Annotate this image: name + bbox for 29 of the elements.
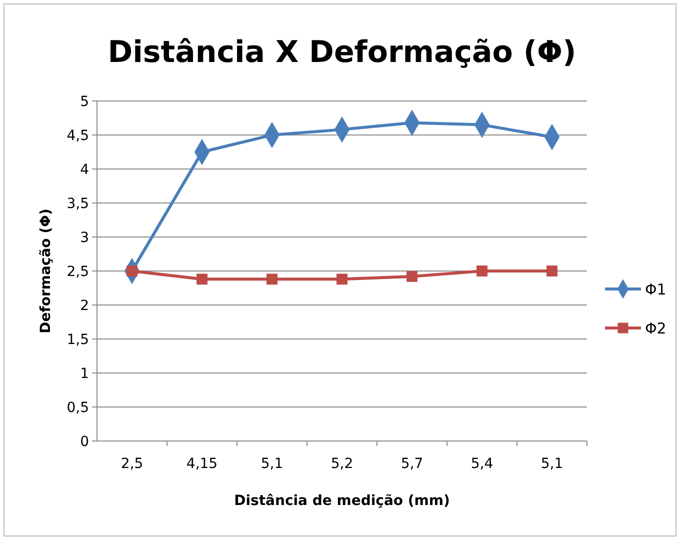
point <box>336 274 348 285</box>
y-tick-label: 3 <box>80 230 89 246</box>
point <box>196 274 208 285</box>
y-tick-label: 1,5 <box>66 332 89 348</box>
y-tick-label: 4 <box>80 162 90 178</box>
point <box>406 270 418 282</box>
y-tick-label: 1 <box>80 366 89 382</box>
x-tick-label: 2,5 <box>120 456 144 472</box>
legend-label: Φ1 <box>645 280 666 298</box>
y-tick-label: 0,5 <box>66 400 89 416</box>
legend-label: Φ2 <box>645 319 666 338</box>
x-axis-title: Distância de medição (mm) <box>234 493 450 509</box>
y-tick-label: 5 <box>80 94 89 110</box>
y-tick-label: 4,5 <box>66 128 89 144</box>
point <box>476 266 488 276</box>
x-tick-label: 5,4 <box>470 456 494 472</box>
y-tick-label: 2,5 <box>66 264 89 280</box>
x-tick-label: 5,7 <box>400 456 424 472</box>
y-axis-title: Deformação (Φ) <box>38 208 54 334</box>
chart-title: Distância X Deformação (Φ) <box>108 35 576 70</box>
x-tick-label: 5,1 <box>260 456 284 472</box>
x-tick-label: 5,2 <box>330 456 354 472</box>
y-tick-label: 2 <box>80 298 89 314</box>
point <box>546 266 558 276</box>
y-tick-label: 3,5 <box>66 196 89 212</box>
y-tick-label: 0 <box>80 434 89 450</box>
x-tick-label: 5,1 <box>540 456 564 472</box>
point <box>266 274 278 285</box>
x-tick-label: 4,15 <box>186 456 218 472</box>
